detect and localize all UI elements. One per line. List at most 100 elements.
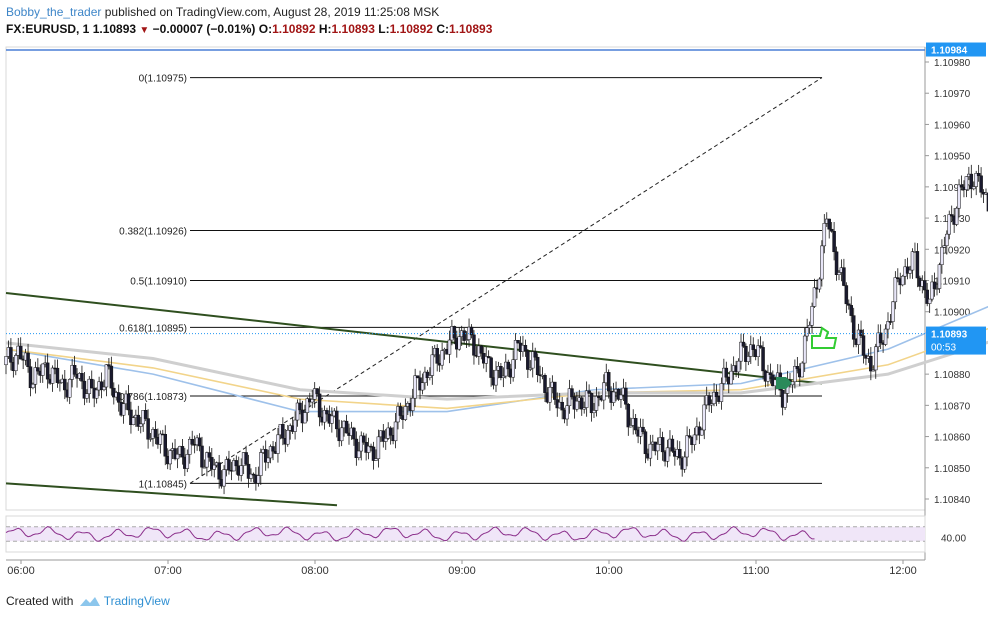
candle-body [531,351,535,369]
y-tick-label: 1.10900 [934,308,971,319]
candle-body [847,303,851,306]
candle-body [516,340,520,344]
candle-body [749,344,753,357]
candle-body [849,305,853,316]
candle-body [293,419,297,432]
candle-body [413,375,417,399]
candle-body [800,362,804,378]
author-name[interactable]: Bobby_the_trader [6,5,102,19]
candle-body [322,410,327,423]
candle-body [430,354,435,376]
candle-body [175,453,180,460]
candle-body [180,446,185,458]
candle-body [266,457,270,463]
candle-body [197,437,202,447]
candle-body [376,436,381,459]
candle-body [90,378,94,389]
candle-body [489,357,493,378]
x-tick-label: 10:00 [595,565,623,577]
candle-body [335,410,339,430]
candle-body [700,429,704,436]
low-value: 1.10892 [389,22,433,36]
candle-body [249,473,253,479]
candle-body [295,402,300,421]
rsi-band [6,526,925,542]
high-label: H: [318,22,332,36]
y-tick-label: 1.10850 [934,464,971,475]
rsi-level-label: 40.00 [941,534,966,545]
candle-body [361,435,366,443]
candle-body [528,367,533,370]
candle-body [217,462,221,480]
candle-body [425,371,430,379]
candle-body [822,223,827,247]
candle-body [131,417,136,425]
candle-body [55,367,60,383]
candle-body [153,429,158,438]
candle-body [102,386,106,391]
open-value: 1.10892 [272,22,316,36]
candle-body [626,404,631,428]
candle-body [986,192,988,212]
candle-body [148,438,153,440]
candle-body [298,402,302,411]
candle-body [827,218,831,230]
candle-body [616,388,621,400]
candle-body [766,372,770,382]
rsi-line [5,526,815,542]
candle-body [256,475,261,484]
y-tick-label: 1.10920 [934,245,971,256]
y-tick-label: 1.10970 [934,89,971,100]
candle-body [793,366,797,382]
candle-body [36,367,40,372]
candle-body [190,439,194,445]
candle-body [633,418,638,431]
fib-level-label: 0(1.10975) [139,74,187,85]
candle-body [589,393,594,414]
candle-body [643,431,648,455]
y-tick-label: 1.10930 [934,214,971,225]
candle-body [513,340,518,360]
candle-body [479,345,484,354]
tradingview-brand[interactable]: TradingView [103,594,170,608]
candle-body [756,345,760,357]
last-price: 1.10893 [92,22,137,36]
candle-body [802,335,807,364]
candle-body [227,459,231,471]
candle-body [861,335,866,356]
high-value: 1.10893 [331,22,375,36]
candle-body [384,438,388,442]
candle-body [719,383,724,402]
candle-body [381,430,386,442]
candle-body [878,332,883,344]
candle-body [979,175,983,193]
candle-body [271,446,275,452]
candle-body [837,272,841,275]
fib-level-label: 0.618(1.10895) [119,323,187,334]
candle-body [472,334,476,356]
countdown-label: 00:53 [931,343,956,354]
candle-body [499,366,503,378]
candle-body [129,409,133,425]
candle-body [930,281,934,300]
candle-body [457,336,461,350]
candle-body [678,448,682,459]
candle-body [393,421,398,442]
down-triangle-icon: ▼ [139,25,150,36]
candle-body [548,387,552,403]
candle-body [606,372,611,392]
price-change: −0.00007 (−0.01%) [152,22,256,36]
candle-body [670,438,675,452]
candle-body [268,446,273,459]
candle-body [648,443,653,459]
candle-body [246,463,251,479]
candle-body [817,278,822,290]
candle-body [582,407,586,410]
created-with-text: Created with [6,594,74,608]
x-tick-label: 06:00 [7,565,35,577]
candle-body [949,214,954,217]
candle-body [553,381,557,400]
candle-body [567,388,572,406]
candle-body [41,363,45,376]
